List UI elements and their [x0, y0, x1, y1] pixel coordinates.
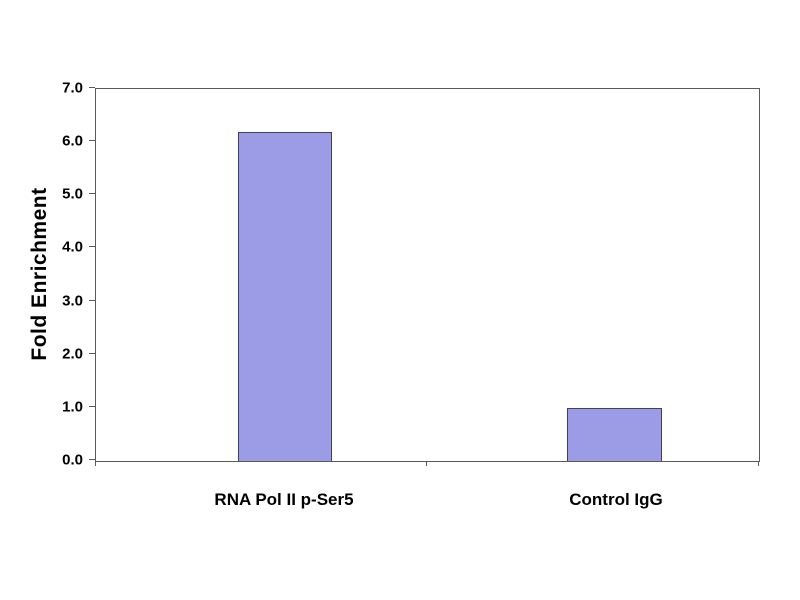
plot-area: [95, 88, 760, 462]
y-tick-mark: [89, 459, 95, 460]
y-tick-label: 4.0: [62, 238, 83, 256]
bar-control-igg: [567, 407, 662, 461]
y-tick-label: 7.0: [62, 79, 83, 97]
x-tick-mark: [758, 461, 759, 466]
x-category-label-rna-pol-ii-p-ser5: RNA Pol II p-Ser5: [214, 490, 354, 509]
y-tick-label: 3.0: [62, 292, 83, 310]
y-axis: 0.0 1.0 2.0 3.0 4.0 5.0 6.0 7.0: [0, 81, 95, 468]
y-tick-label: 6.0: [62, 132, 83, 150]
x-tick-mark: [95, 461, 96, 466]
x-category-label-control-igg: Control IgG: [569, 490, 663, 509]
y-tick-label: 0.0: [62, 451, 83, 469]
y-tick-label: 1.0: [62, 398, 83, 416]
y-tick-mark: [89, 193, 95, 195]
y-tick-mark: [89, 87, 95, 88]
y-tick-mark: [89, 405, 95, 407]
bar-rna-pol-ii-p-ser5: [237, 131, 333, 461]
x-tick-mark: [426, 461, 427, 466]
y-tick-label: 2.0: [62, 345, 83, 363]
y-tick-mark: [89, 299, 95, 301]
y-tick-label: 5.0: [62, 185, 83, 203]
y-tick-mark: [89, 140, 95, 142]
y-tick-mark: [89, 246, 95, 248]
y-tick-mark: [89, 352, 95, 354]
